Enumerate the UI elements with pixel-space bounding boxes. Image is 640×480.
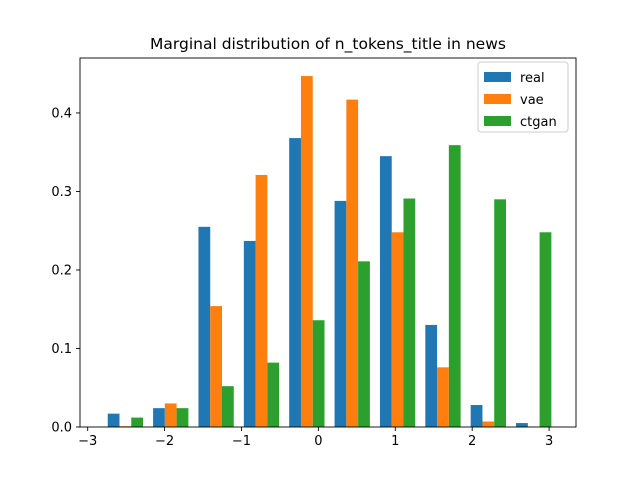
- x-tick-label: 2: [468, 434, 476, 449]
- y-tick-label: 0.2: [51, 263, 72, 278]
- bar-ctgan-0: [131, 417, 144, 427]
- bar-vae-2: [210, 306, 222, 427]
- legend-label-ctgan: ctgan: [520, 115, 557, 130]
- legend-swatch-vae: [484, 94, 511, 104]
- bar-ctgan-3: [267, 362, 280, 427]
- y-tick-label: 0.0: [51, 421, 72, 436]
- legend-swatch-real: [484, 72, 511, 82]
- bar-vae-5: [346, 99, 359, 428]
- series-vae: [119, 76, 495, 428]
- bar-ctgan-1: [176, 408, 189, 427]
- bar-ctgan-9: [539, 232, 552, 427]
- y-tick-label: 0.3: [51, 185, 72, 200]
- bar-ctgan-4: [312, 320, 325, 427]
- series-real: [107, 138, 528, 427]
- bar-ctgan-7: [448, 145, 461, 427]
- bar-vae-6: [391, 232, 404, 427]
- bar-vae-1: [164, 403, 177, 427]
- series-ctgan: [131, 145, 552, 427]
- axes-layer: −3 −2 −1 0 1 2 3 0.0 0.1 0.2 0.3 0.4: [51, 57, 577, 449]
- y-tick-label: 0.4: [51, 106, 72, 121]
- bar-real-1: [153, 408, 165, 427]
- y-tick-label: 0.1: [51, 342, 72, 357]
- bar-vae-8: [482, 421, 495, 427]
- bar-ctgan-8: [494, 199, 506, 427]
- bar-real-3: [243, 240, 256, 427]
- legend-label-vae: vae: [520, 93, 544, 108]
- bar-real-6: [379, 156, 392, 427]
- x-tick-label: 0: [314, 434, 322, 449]
- bar-real-9: [516, 423, 528, 427]
- legend-swatch-ctgan: [484, 116, 511, 126]
- bar-real-5: [334, 200, 347, 427]
- bar-real-4: [289, 138, 301, 427]
- chart-title: Marginal distribution of n_tokens_title …: [150, 35, 506, 54]
- bar-vae-7: [437, 367, 449, 427]
- bar-ctgan-2: [221, 386, 234, 427]
- bar-real-8: [470, 405, 483, 427]
- x-tick-label: 3: [545, 434, 553, 449]
- bar-ctgan-6: [403, 198, 416, 427]
- bar-real-7: [425, 324, 438, 427]
- plot-frame: [79, 57, 577, 428]
- bars-layer: [107, 76, 552, 428]
- bar-ctgan-5: [358, 261, 370, 427]
- legend-label-real: real: [520, 71, 545, 86]
- bar-real-2: [198, 226, 211, 427]
- x-tick-label: −1: [232, 434, 251, 449]
- bar-vae-4: [300, 76, 313, 427]
- bar-real-0: [107, 413, 120, 427]
- legend: real vae ctgan: [477, 61, 569, 133]
- x-tick-label: −2: [155, 434, 174, 449]
- x-tick-label: −3: [78, 434, 97, 449]
- x-tick-label: 1: [391, 434, 399, 449]
- bar-vae-3: [255, 174, 268, 427]
